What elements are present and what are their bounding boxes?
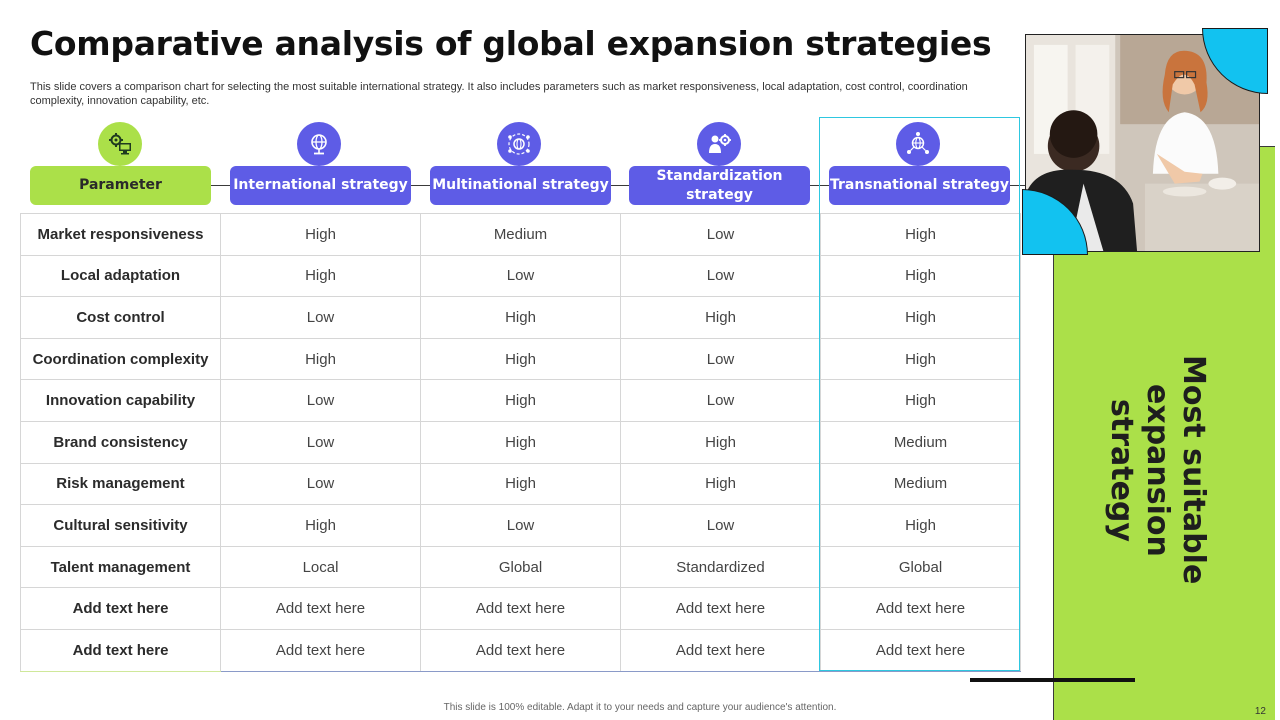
value-cell: High	[220, 254, 421, 298]
header-connector-line	[210, 185, 1030, 186]
parameter-cell: Talent management	[20, 545, 221, 589]
value-cell: Low	[420, 504, 621, 547]
value-cell: Add text here	[420, 587, 621, 630]
parameter-cell: Coordination complexity	[20, 337, 221, 381]
business-meeting-photo	[1025, 34, 1260, 252]
parameter-cell: Market responsiveness	[20, 213, 221, 256]
value-cell: High	[820, 296, 1021, 339]
header-multinational-strategy: Multinational strategy	[430, 166, 611, 205]
value-cell: High	[420, 337, 621, 381]
value-cell: High	[620, 462, 821, 506]
header-standardization-strategy: Standardization strategy	[629, 166, 810, 205]
value-cell: High	[220, 337, 421, 381]
table-row: Add text here Add text here Add text her…	[20, 628, 1021, 672]
value-cell: Low	[620, 337, 821, 381]
value-cell: Add text here	[420, 628, 621, 672]
value-cell: Low	[620, 254, 821, 298]
side-panel-line-2: expansion strategy	[1104, 383, 1175, 557]
table-row: Market responsiveness High Medium Low Hi…	[20, 213, 1021, 256]
value-cell: Standardized	[620, 545, 821, 589]
value-cell: Low	[220, 462, 421, 506]
value-cell: Low	[620, 379, 821, 422]
parameter-cell: Add text here	[20, 587, 221, 630]
side-panel-text: Most suitable expansion strategy	[1104, 320, 1211, 620]
value-cell: High	[620, 420, 821, 464]
value-cell: High	[220, 504, 421, 547]
table-row: Innovation capability Low High Low High	[20, 379, 1021, 422]
slide-title: Comparative analysis of global expansion…	[30, 24, 992, 63]
value-cell: Medium	[420, 213, 621, 256]
parameter-cell: Risk management	[20, 462, 221, 506]
value-cell: Add text here	[220, 587, 421, 630]
parameter-header: Parameter	[30, 166, 211, 205]
table-row: Cultural sensitivity High Low Low High	[20, 504, 1021, 547]
footer-note: This slide is 100% editable. Adapt it to…	[443, 702, 837, 713]
slide-subtitle: This slide covers a comparison chart for…	[30, 81, 968, 107]
parameter-cell: Cultural sensitivity	[20, 504, 221, 547]
value-cell: High	[220, 213, 421, 256]
value-cell: High	[820, 504, 1021, 547]
value-cell: Low	[620, 213, 821, 256]
value-cell: Add text here	[820, 628, 1021, 672]
parameter-cell: Add text here	[20, 628, 221, 672]
value-cell: Local	[220, 545, 421, 589]
header-international-strategy: International strategy	[230, 166, 411, 205]
value-cell: Low	[220, 420, 421, 464]
value-cell: High	[620, 296, 821, 339]
value-cell: Add text here	[620, 587, 821, 630]
parameter-cell: Cost control	[20, 296, 221, 339]
value-cell: High	[820, 213, 1021, 256]
value-cell: Add text here	[220, 628, 421, 672]
header-transnational-strategy: Transnational strategy	[829, 166, 1010, 205]
value-cell: Global	[420, 545, 621, 589]
page-number: 12	[1254, 706, 1266, 717]
value-cell: High	[420, 420, 621, 464]
globe-icon	[297, 122, 341, 166]
decorative-divider	[970, 678, 1135, 682]
value-cell: Global	[820, 545, 1021, 589]
connected-globe-icon	[896, 122, 940, 166]
value-cell: High	[420, 462, 621, 506]
table-row: Cost control Low High High High	[20, 296, 1021, 339]
gear-monitor-icon	[98, 122, 142, 166]
side-panel-line-1: Most suitable	[1176, 355, 1211, 585]
value-cell: High	[820, 337, 1021, 381]
comparison-table: Market responsiveness High Medium Low Hi…	[20, 213, 1021, 672]
table-row: Coordination complexity High High Low Hi…	[20, 337, 1021, 381]
value-cell: Medium	[820, 420, 1021, 464]
parameter-cell: Local adaptation	[20, 254, 221, 298]
value-cell: Medium	[820, 462, 1021, 506]
parameter-cell: Brand consistency	[20, 420, 221, 464]
network-globe-icon	[497, 122, 541, 166]
table-row: Add text here Add text here Add text her…	[20, 587, 1021, 630]
value-cell: Low	[420, 254, 621, 298]
person-gear-icon	[697, 122, 741, 166]
value-cell: High	[820, 254, 1021, 298]
value-cell: Low	[220, 379, 421, 422]
table-row: Talent management Local Global Standardi…	[20, 545, 1021, 589]
value-cell: Low	[220, 296, 421, 339]
value-cell: High	[420, 379, 621, 422]
parameter-cell: Innovation capability	[20, 379, 221, 422]
table-row: Brand consistency Low High High Medium	[20, 420, 1021, 464]
value-cell: Low	[620, 504, 821, 547]
value-cell: High	[820, 379, 1021, 422]
value-cell: Add text here	[820, 587, 1021, 630]
value-cell: High	[420, 296, 621, 339]
table-row: Local adaptation High Low Low High	[20, 254, 1021, 298]
table-row: Risk management Low High High Medium	[20, 462, 1021, 506]
value-cell: Add text here	[620, 628, 821, 672]
